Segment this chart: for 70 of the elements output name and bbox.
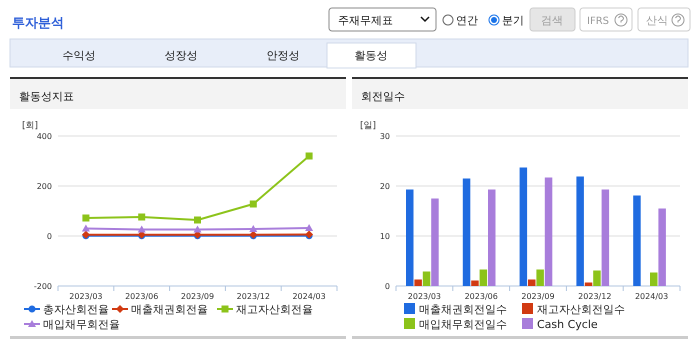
bar [528, 280, 536, 286]
bar [414, 280, 422, 286]
x-tick-label: 2024/03 [292, 292, 326, 301]
text: 성장성 [164, 49, 198, 62]
y-axis-title: [회] [22, 121, 38, 131]
bar [520, 168, 528, 286]
bar [633, 196, 641, 286]
y-tick-label: 0 [46, 232, 52, 241]
x-tick-label: 2024/03 [634, 292, 668, 301]
bar [480, 270, 488, 286]
x-tick-label: 2023/06 [125, 292, 158, 301]
chart-title: 회전일수 [361, 90, 405, 103]
legend-label: 매입채무회전율 [43, 318, 120, 331]
bar [536, 270, 544, 286]
y-tick-label: 200 [36, 182, 52, 191]
bar [406, 190, 414, 286]
text: 주재무제표 [338, 14, 393, 27]
point [138, 226, 146, 232]
y-tick-label: 30 [380, 132, 390, 141]
legend-label: Cash Cycle [537, 318, 598, 331]
point [82, 214, 90, 222]
bar [462, 178, 470, 286]
text: IFRS [587, 16, 609, 27]
bar [471, 280, 479, 286]
x-tick-label: 2023/09 [521, 292, 555, 301]
bar [602, 190, 610, 286]
x-tick-label: 2023/12 [236, 292, 270, 301]
point [250, 200, 257, 208]
text: 분기 [502, 14, 524, 27]
x-tick-label: 2023/09 [180, 292, 214, 301]
x-tick-label: 2023/03 [408, 292, 442, 301]
legend-label: 매입채무회전일수 [419, 318, 507, 331]
y-axis-title: [일] [360, 121, 376, 131]
y-tick-label: 0 [384, 282, 390, 291]
point [305, 224, 314, 231]
bar [658, 208, 666, 286]
point [249, 225, 258, 232]
x-tick-label: 2023/03 [69, 292, 103, 301]
bar [422, 272, 430, 286]
chart-title: 활동성지표 [19, 90, 74, 103]
bar [576, 176, 584, 286]
text: 안정성 [266, 49, 300, 62]
legend-label: 재고자산회전율 [236, 303, 313, 316]
bar [488, 190, 496, 286]
text: 수익성 [62, 49, 96, 62]
point [194, 216, 201, 224]
text: 투자분석 [12, 16, 64, 31]
x-tick-label: 2023/06 [464, 292, 498, 301]
legend-label: 총자산회전율 [43, 303, 109, 316]
y-tick-label: 400 [36, 132, 52, 141]
x-tick-label: 2023/12 [578, 292, 612, 301]
point [82, 224, 90, 232]
point [194, 226, 202, 232]
text: 활동성 [354, 49, 388, 62]
point [138, 214, 146, 220]
text: 검색 [541, 14, 563, 27]
text: 연간 [456, 14, 478, 27]
y-tick-label: -200 [34, 282, 52, 291]
point [306, 152, 313, 160]
bar [431, 198, 439, 286]
text: 산식 [646, 14, 668, 27]
legend-label: 재고자산회전일수 [537, 303, 625, 316]
bar [593, 270, 601, 286]
y-tick-label: 20 [380, 182, 390, 191]
bar [584, 282, 592, 286]
bar [544, 178, 552, 286]
y-tick-label: 10 [380, 232, 390, 241]
legend-label: 매출채권회전율 [131, 303, 208, 316]
bar [650, 272, 658, 286]
legend-label: 매출채권회전일수 [419, 303, 507, 316]
